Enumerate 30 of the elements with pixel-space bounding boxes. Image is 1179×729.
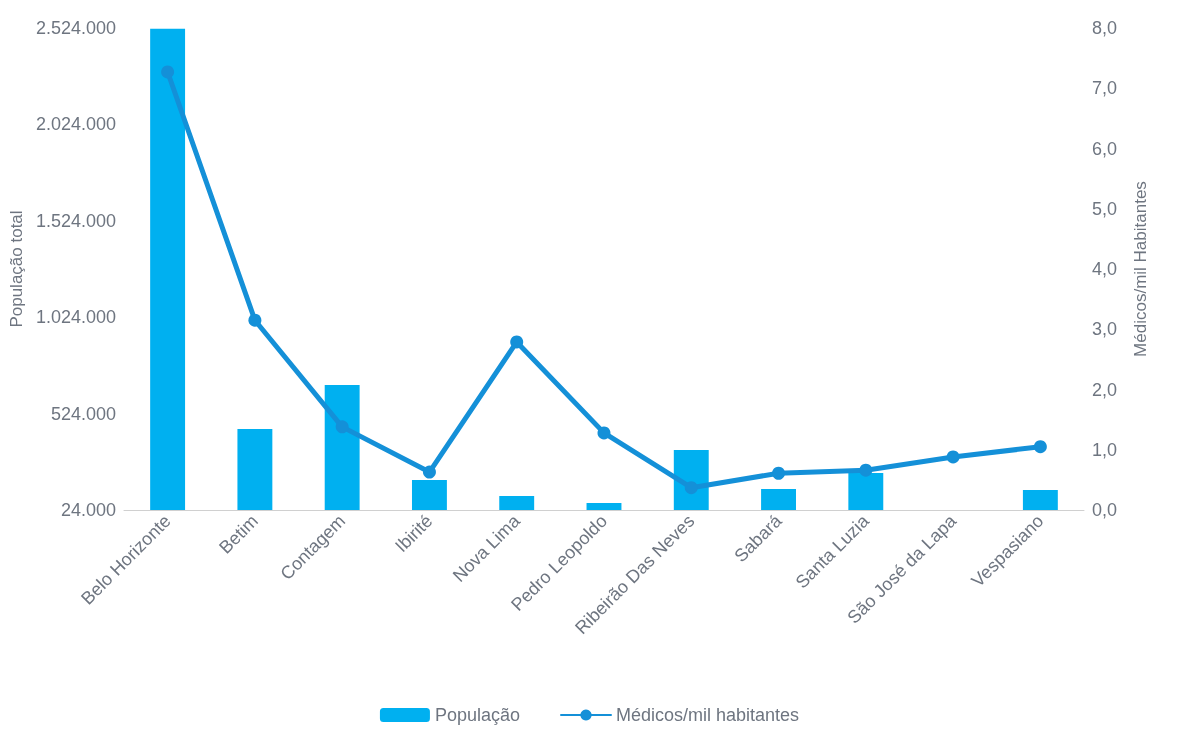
y2-tick-label: 4,0 [1092,259,1118,279]
y2-tick-label: 3,0 [1092,319,1118,340]
point [597,426,611,440]
point [1033,440,1047,454]
y2-tick-label: 7,0 [1092,78,1118,99]
y-tick-label: 24.000 [60,500,116,520]
y2-tick-label: 1,0 [1092,439,1118,460]
y-tick-label: 2.024.000 [35,114,116,135]
y2-tick-label: 8,0 [1092,18,1118,38]
y-tick-label: 2.524.000 [35,18,116,38]
y2-tick-label: 0,0 [1092,500,1118,520]
point [772,466,786,480]
y-tick-label: 1.024.000 [35,307,116,328]
point [859,463,873,477]
point [335,420,349,434]
point [422,465,436,479]
y2-tick-label: 6,0 [1092,138,1118,159]
point [946,450,960,464]
point [510,335,524,349]
point [161,65,175,79]
y-tick-label: 524.000 [50,403,116,424]
y2-tick-label: 5,0 [1092,198,1118,219]
point [248,313,262,327]
y2-tick-label: 2,0 [1092,379,1118,400]
legend-label: População [434,705,520,725]
legend-label: Médicos/mil habitantes [615,705,800,725]
y-axis-title: População total [7,210,26,328]
y-tick-label: 1.524.000 [35,210,116,231]
y2-axis-title: Médicos/mil Habitantes [1131,181,1150,357]
point [684,481,698,495]
